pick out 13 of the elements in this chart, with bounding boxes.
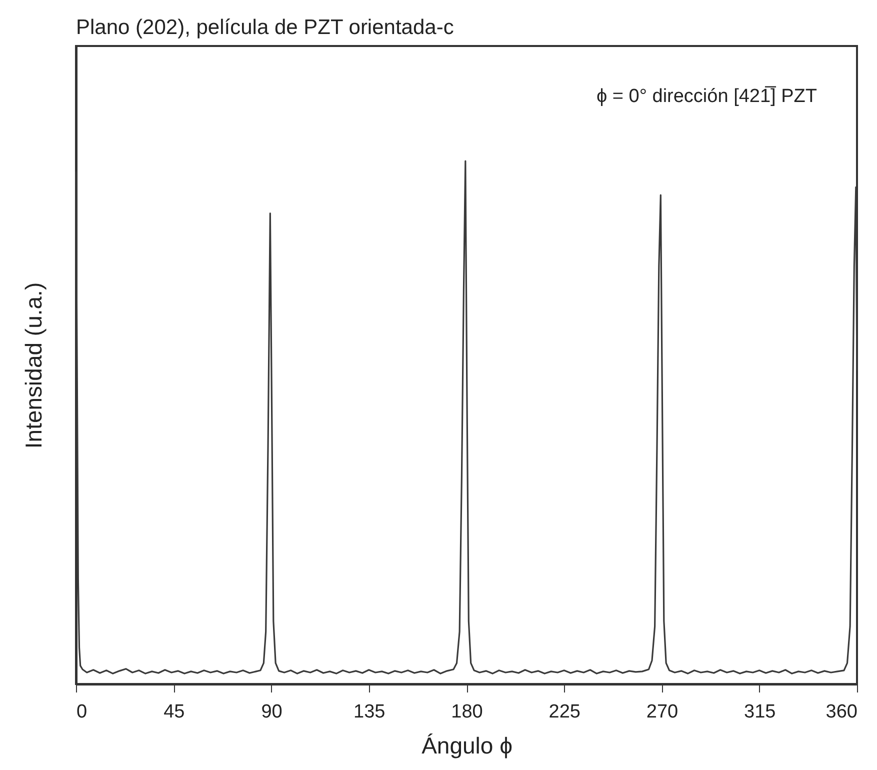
- x-tick-label: 360: [826, 702, 858, 722]
- x-tick-label: 315: [744, 702, 776, 722]
- x-tick-label: 0: [76, 702, 88, 722]
- x-tick-label: 270: [646, 702, 678, 722]
- y-axis-title: Intensidad (u.a.): [20, 282, 46, 449]
- x-tick-label: 135: [354, 702, 386, 722]
- x-tick-label: 90: [261, 702, 282, 722]
- x-tick-label: 225: [548, 702, 580, 722]
- chart-title: Plano (202), película de PZT orientada-c: [76, 16, 454, 39]
- text: ϕ = 0° dirección [421̅] PZT: [596, 86, 818, 107]
- x-tick-label: 45: [164, 702, 185, 722]
- x-axis-title: Ángulo ϕ: [422, 732, 512, 758]
- x-tick-label: 180: [451, 702, 483, 722]
